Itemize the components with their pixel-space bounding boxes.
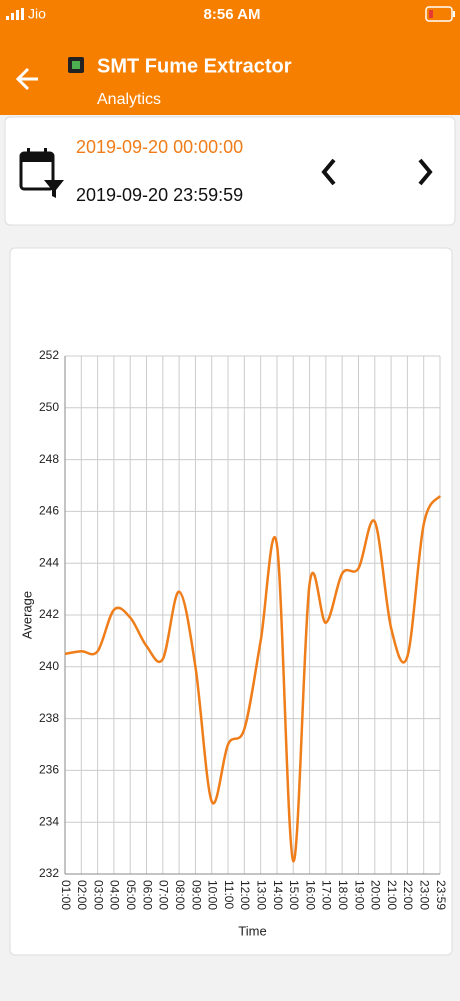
clock: 8:56 AM: [204, 6, 261, 23]
x-tick-label: 06:00: [140, 880, 154, 910]
x-tick-label: 20:00: [369, 880, 383, 910]
x-tick-label: 01:00: [59, 880, 73, 910]
x-tick-label: 17:00: [320, 880, 334, 910]
y-tick-label: 240: [39, 659, 59, 673]
x-tick-label: 08:00: [173, 880, 187, 910]
x-tick-label: 19:00: [352, 880, 366, 910]
x-tick-label: 21:00: [385, 880, 399, 910]
y-tick-label: 238: [39, 711, 59, 725]
x-tick-label: 03:00: [91, 880, 105, 910]
chip-icon: [68, 57, 84, 73]
start-date: 2019-09-20 00:00:00: [76, 137, 243, 157]
y-axis-label: Average: [19, 591, 34, 639]
x-tick-label: 22:00: [401, 880, 415, 910]
date-card: [4, 116, 456, 226]
app-subtitle: Analytics: [97, 91, 161, 108]
y-tick-label: 232: [39, 866, 59, 880]
back-button[interactable]: [15, 67, 38, 91]
signal-icon: [6, 8, 24, 20]
battery-icon: [425, 6, 455, 22]
x-tick-label: 23:00: [418, 880, 432, 910]
x-tick-label: 04:00: [108, 880, 122, 910]
next-button[interactable]: [418, 158, 433, 186]
x-tick-label: 15:00: [287, 880, 301, 910]
chart-card: [9, 247, 453, 956]
y-tick-label: 250: [39, 400, 59, 414]
x-tick-label: 16:00: [303, 880, 317, 910]
y-tick-label: 234: [39, 814, 59, 828]
y-tick-label: 252: [39, 348, 59, 362]
x-tick-label: 23:59: [434, 880, 448, 910]
y-tick-label: 242: [39, 607, 59, 621]
x-tick-label: 18:00: [336, 880, 350, 910]
x-tick-label: 14:00: [271, 880, 285, 910]
app-title: SMT Fume Extractor: [97, 55, 292, 77]
y-tick-label: 244: [39, 555, 59, 569]
previous-button[interactable]: [321, 158, 336, 186]
data-line: [64, 495, 442, 863]
x-tick-label: 10:00: [206, 880, 220, 910]
x-tick-label: 12:00: [238, 880, 252, 910]
x-tick-label: 09:00: [189, 880, 203, 910]
x-axis-label: Time: [238, 923, 266, 938]
y-tick-label: 236: [39, 763, 59, 777]
calendar-filter-icon[interactable]: [19, 148, 64, 198]
x-tick-label: 11:00: [222, 880, 236, 909]
x-tick-label: 05:00: [124, 880, 138, 910]
y-tick-label: 248: [39, 452, 59, 466]
x-tick-label: 13:00: [254, 880, 268, 910]
x-tick-label: 07:00: [157, 880, 171, 910]
end-date: 2019-09-20 23:59:59: [76, 185, 243, 205]
x-tick-label: 02:00: [75, 880, 89, 910]
y-tick-label: 246: [39, 504, 59, 518]
carrier: Jio: [28, 6, 46, 22]
chart: 232 234 236 238 240 242 244 246 248 250 252 01:00 02…: [19, 348, 447, 938]
